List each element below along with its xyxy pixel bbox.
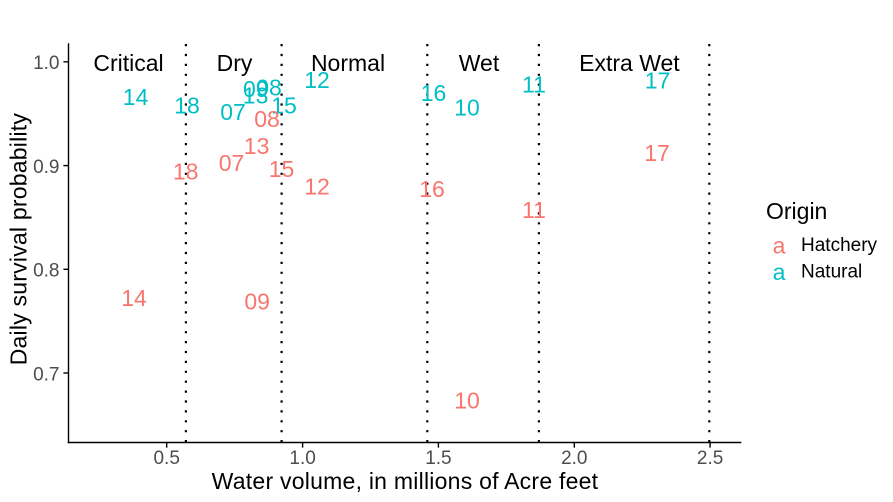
svg-text:0.8: 0.8	[33, 261, 59, 282]
svg-text:17: 17	[645, 68, 671, 94]
svg-text:16: 16	[419, 176, 445, 202]
svg-text:11: 11	[522, 72, 546, 98]
svg-text:2.5: 2.5	[697, 448, 723, 469]
svg-text:14: 14	[123, 84, 149, 110]
svg-text:16: 16	[421, 80, 447, 106]
svg-text:0.5: 0.5	[153, 448, 179, 469]
svg-text:Wet: Wet	[459, 50, 500, 76]
svg-text:0.9: 0.9	[33, 157, 59, 178]
svg-text:10: 10	[454, 388, 480, 414]
svg-text:Natural: Natural	[801, 261, 862, 282]
svg-text:Daily survival probability: Daily survival probability	[6, 113, 32, 366]
svg-text:07: 07	[219, 150, 245, 176]
svg-text:Dry: Dry	[217, 50, 253, 76]
svg-text:12: 12	[304, 67, 330, 93]
svg-text:1.5: 1.5	[425, 448, 451, 469]
svg-text:09: 09	[244, 288, 270, 314]
svg-text:Critical: Critical	[93, 50, 163, 76]
svg-text:Hatchery: Hatchery	[801, 235, 878, 256]
svg-text:18: 18	[173, 158, 199, 184]
svg-text:a: a	[773, 259, 786, 285]
svg-text:08: 08	[254, 106, 280, 132]
svg-text:1.0: 1.0	[33, 53, 59, 74]
svg-text:09: 09	[243, 76, 269, 102]
svg-text:0.7: 0.7	[33, 364, 59, 385]
svg-text:2.0: 2.0	[561, 448, 587, 469]
svg-text:11: 11	[522, 197, 546, 223]
svg-text:08: 08	[256, 75, 282, 101]
svg-text:Normal: Normal	[311, 50, 385, 76]
svg-text:a: a	[773, 233, 786, 259]
svg-text:17: 17	[644, 140, 670, 166]
svg-text:10: 10	[454, 95, 480, 121]
svg-text:13: 13	[244, 133, 270, 159]
svg-text:07: 07	[220, 99, 246, 125]
svg-text:13: 13	[243, 83, 269, 109]
svg-text:15: 15	[269, 156, 295, 182]
svg-text:15: 15	[271, 93, 297, 119]
svg-text:Origin: Origin	[766, 198, 827, 224]
svg-text:18: 18	[174, 92, 200, 118]
svg-text:Water volume, in millions of A: Water volume, in millions of Acre feet	[212, 468, 599, 494]
svg-text:Extra Wet: Extra Wet	[579, 50, 680, 76]
svg-text:12: 12	[304, 174, 330, 200]
svg-text:14: 14	[121, 285, 147, 311]
svg-text:1.0: 1.0	[289, 448, 315, 469]
